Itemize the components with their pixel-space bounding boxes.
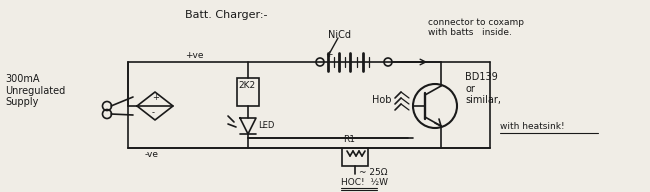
Text: with heatsink!: with heatsink! xyxy=(500,122,565,131)
Text: connector to coxamp
with batts   inside.: connector to coxamp with batts inside. xyxy=(428,18,524,37)
Text: 300mA
Unregulated
Supply: 300mA Unregulated Supply xyxy=(5,74,65,107)
Text: NiCd: NiCd xyxy=(328,30,351,40)
Bar xyxy=(342,148,368,166)
Text: +: + xyxy=(325,50,333,59)
Text: ~ 25Ω: ~ 25Ω xyxy=(359,168,387,177)
Text: HOC!  ½W: HOC! ½W xyxy=(341,178,388,187)
Bar xyxy=(237,78,259,106)
Text: R1: R1 xyxy=(343,135,355,144)
Text: +: + xyxy=(152,93,159,102)
Text: -ve: -ve xyxy=(145,150,159,159)
Text: 2K2: 2K2 xyxy=(238,81,255,90)
Text: +ve: +ve xyxy=(185,51,203,60)
Text: Hob: Hob xyxy=(372,95,391,105)
Text: LED: LED xyxy=(258,121,274,130)
Text: BD139
or
similar,: BD139 or similar, xyxy=(465,72,501,105)
Text: Batt. Charger:-: Batt. Charger:- xyxy=(185,10,268,20)
Text: -: - xyxy=(152,108,155,117)
